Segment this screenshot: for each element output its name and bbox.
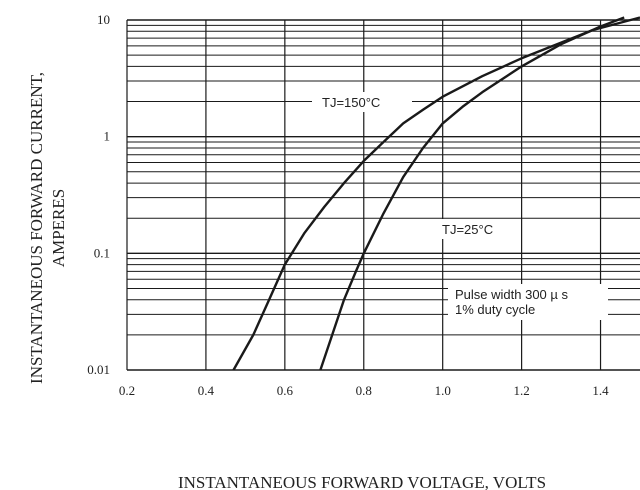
x-tick-label: 0.2 bbox=[119, 383, 135, 398]
label-25-bg bbox=[432, 219, 512, 239]
note-line-2: 1% duty cycle bbox=[455, 302, 535, 317]
y-tick-label: 0.1 bbox=[94, 245, 110, 260]
y-axis-label-line1: INSTANTANEOUS FORWARD CURRENT, bbox=[27, 72, 46, 384]
x-tick-label: 0.4 bbox=[198, 383, 215, 398]
x-tick-label: 1.0 bbox=[435, 383, 451, 398]
x-tick-label: 0.6 bbox=[277, 383, 294, 398]
series-line-25c bbox=[319, 16, 625, 371]
x-tick-label: 0.8 bbox=[356, 383, 372, 398]
label-150-bg bbox=[312, 92, 412, 112]
y-axis-label-line2: AMPERES bbox=[49, 189, 68, 267]
y-tick-label: 10 bbox=[97, 12, 110, 27]
x-axis-label: INSTANTANEOUS FORWARD VOLTAGE, VOLTS bbox=[178, 473, 546, 490]
series-label-150: TJ=150°C bbox=[322, 95, 380, 110]
series-label-25: TJ=25°C bbox=[442, 222, 493, 237]
y-tick-label: 1 bbox=[104, 129, 111, 144]
series-line-150c bbox=[232, 16, 640, 371]
y-tick-label: 0.01 bbox=[87, 362, 110, 377]
curves bbox=[232, 16, 640, 371]
tick-labels: 0.2 0.4 0.6 0.8 1.0 1.2 1.4 10 1 0.1 0.01 bbox=[87, 12, 609, 398]
note-line-1: Pulse width 300 µ s bbox=[455, 287, 568, 302]
x-tick-label: 1.4 bbox=[592, 383, 609, 398]
note-bg bbox=[448, 284, 608, 320]
x-tick-label: 1.2 bbox=[513, 383, 529, 398]
